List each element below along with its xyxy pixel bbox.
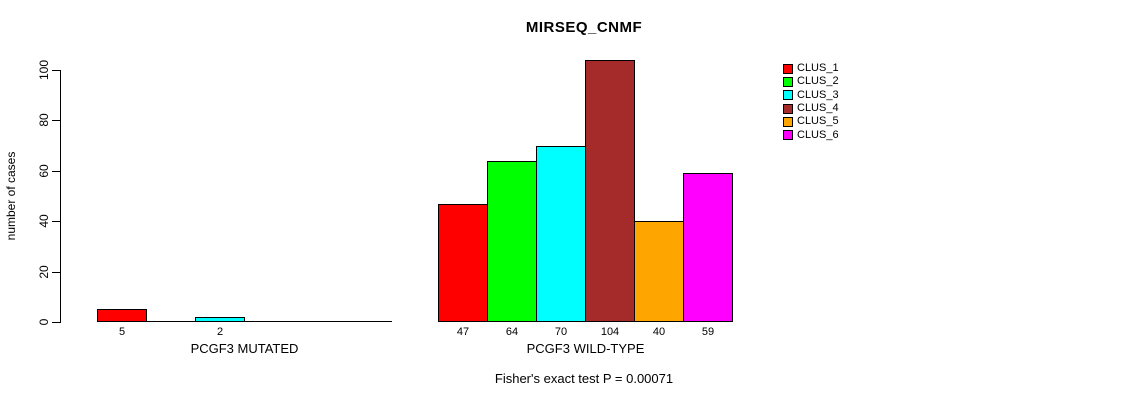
bar-value-label: 2 bbox=[216, 326, 224, 338]
bar-clus_5 bbox=[634, 221, 684, 322]
bar-clus_2 bbox=[487, 161, 537, 322]
group-label-mutated: PCGF3 MUTATED bbox=[190, 341, 299, 356]
bar-clus_4-zero bbox=[244, 321, 294, 322]
y-tick bbox=[52, 221, 60, 222]
legend-item-clus_4: CLUS_4 bbox=[783, 102, 839, 115]
y-tick-label: 0 bbox=[37, 318, 51, 326]
legend-item-clus_5: CLUS_5 bbox=[783, 115, 839, 128]
bar-clus_5-zero bbox=[293, 321, 343, 322]
legend-label: CLUS_3 bbox=[797, 88, 839, 101]
legend-label: CLUS_1 bbox=[797, 62, 839, 75]
y-axis-label: number of cases bbox=[4, 151, 18, 241]
y-axis-line bbox=[60, 70, 61, 323]
legend-label: CLUS_5 bbox=[797, 115, 839, 128]
legend-label: CLUS_4 bbox=[797, 102, 839, 115]
y-tick bbox=[52, 322, 60, 323]
bar-clus_1 bbox=[438, 204, 488, 322]
legend-swatch-icon bbox=[783, 90, 793, 101]
legend: CLUS_1 CLUS_2 CLUS_3 CLUS_4 CLUS_5 CLUS_6 bbox=[783, 62, 839, 142]
legend-item-clus_1: CLUS_1 bbox=[783, 62, 839, 75]
legend-swatch-icon bbox=[783, 116, 793, 127]
y-tick-label: 40 bbox=[37, 214, 51, 228]
y-tick-label: 60 bbox=[37, 164, 51, 178]
legend-item-clus_2: CLUS_2 bbox=[783, 75, 839, 88]
bar-clus_3 bbox=[536, 146, 586, 322]
legend-swatch-icon bbox=[783, 76, 793, 87]
bar-clus_1 bbox=[97, 309, 147, 322]
legend-swatch-icon bbox=[783, 63, 793, 74]
bar-value-label: 70 bbox=[554, 326, 568, 338]
legend-swatch-icon bbox=[783, 103, 793, 114]
legend-swatch-icon bbox=[783, 130, 793, 141]
y-tick bbox=[52, 171, 60, 172]
bar-clus_4 bbox=[585, 60, 635, 322]
bar-value-label: 64 bbox=[505, 326, 519, 338]
group-label-wild-type: PCGF3 WILD-TYPE bbox=[526, 341, 645, 356]
legend-label: CLUS_6 bbox=[797, 128, 839, 141]
bar-clus_3 bbox=[195, 317, 245, 322]
y-tick bbox=[52, 120, 60, 121]
bar-value-label: 104 bbox=[600, 326, 620, 338]
y-tick bbox=[52, 272, 60, 273]
bar-clus_6 bbox=[683, 173, 733, 322]
y-tick bbox=[52, 70, 60, 71]
bar-value-label: 40 bbox=[652, 326, 666, 338]
y-tick-label: 20 bbox=[37, 265, 51, 279]
bar-value-label: 47 bbox=[456, 326, 470, 338]
legend-label: CLUS_2 bbox=[797, 75, 839, 88]
bar-value-label: 59 bbox=[701, 326, 715, 338]
y-tick-label: 80 bbox=[37, 113, 51, 127]
y-tick-label: 100 bbox=[37, 59, 51, 81]
legend-item-clus_6: CLUS_6 bbox=[783, 129, 839, 142]
bar-clus_2-zero bbox=[146, 321, 196, 322]
legend-item-clus_3: CLUS_3 bbox=[783, 89, 839, 102]
bar-clus_6-zero bbox=[342, 321, 392, 322]
fisher-test-annotation: Fisher's exact test P = 0.00071 bbox=[494, 371, 674, 386]
chart-title: MIRSEQ_CNMF bbox=[525, 19, 643, 36]
bar-value-label: 5 bbox=[118, 326, 126, 338]
